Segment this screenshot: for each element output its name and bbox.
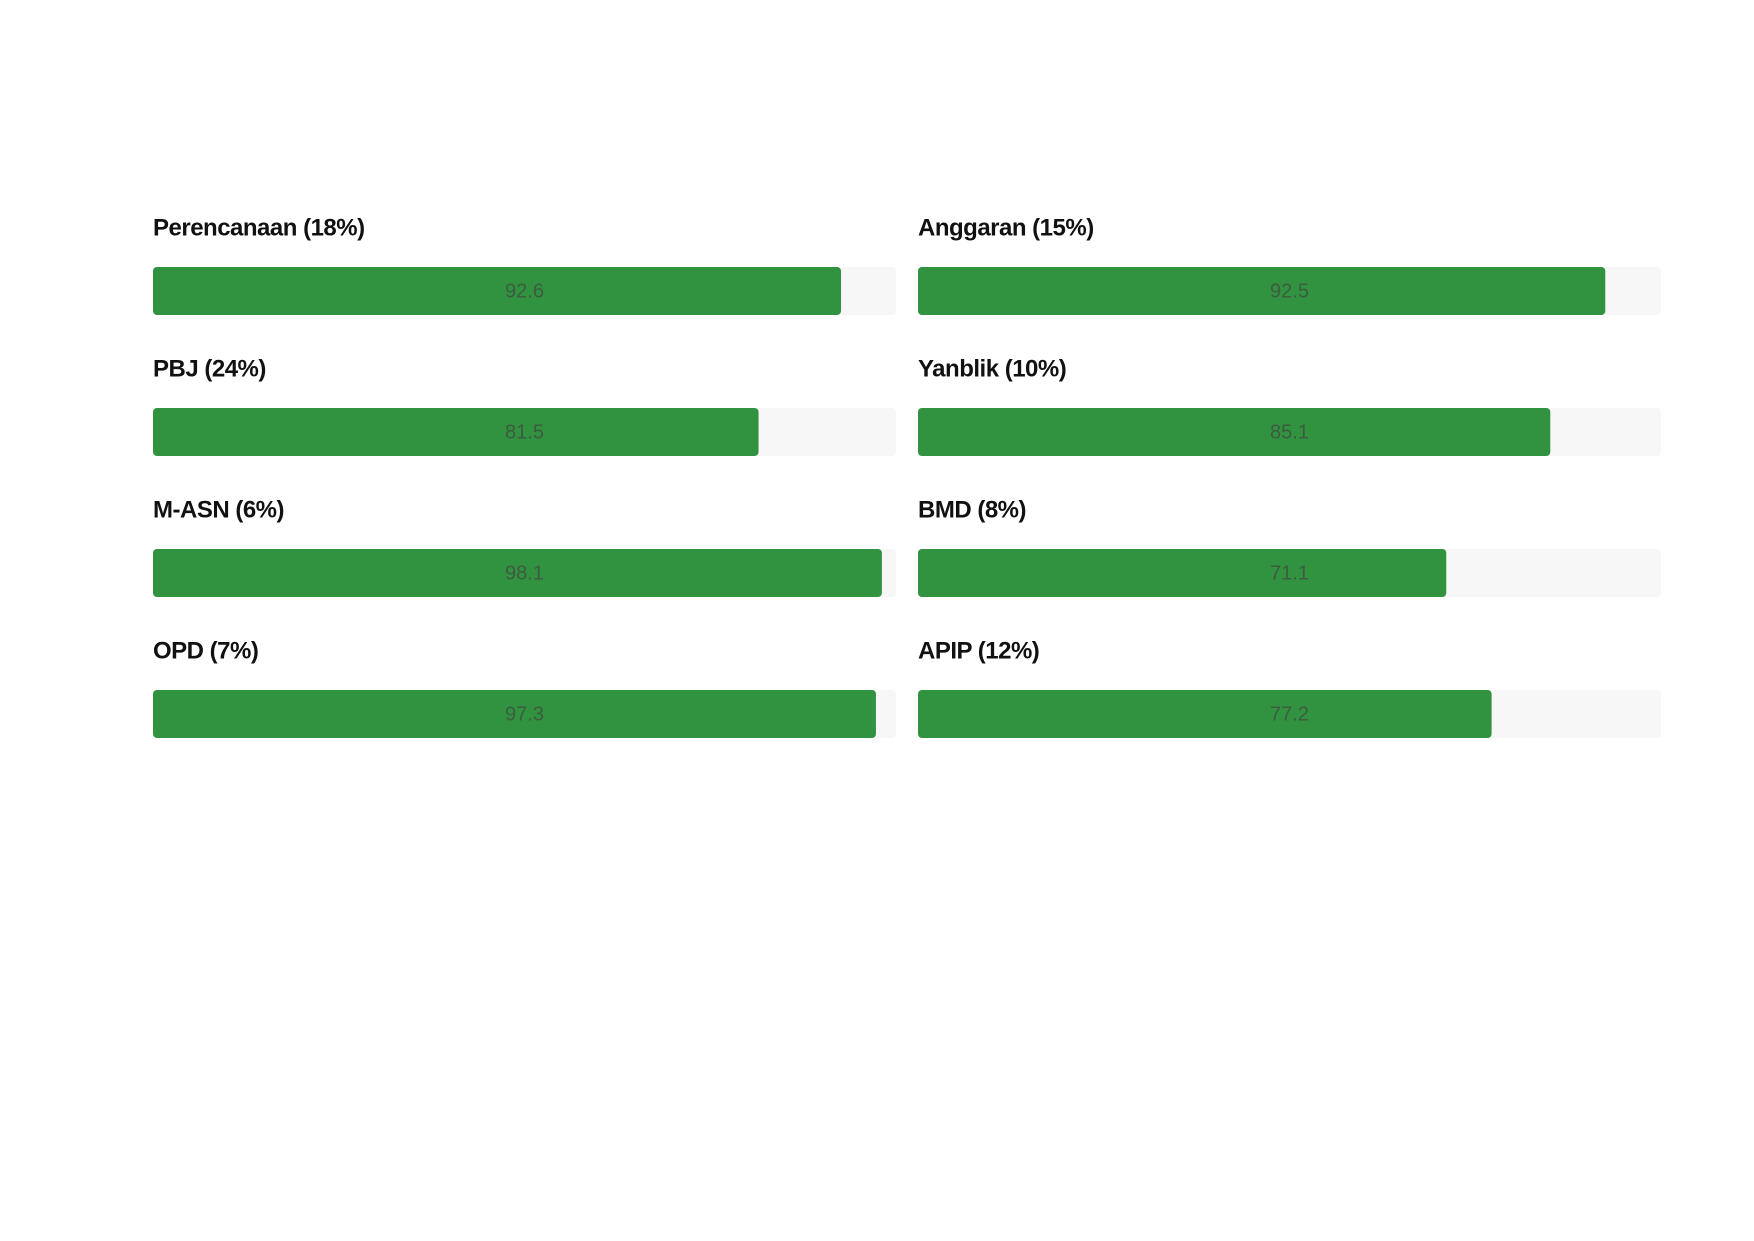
progress-label: PBJ (24%) [153, 355, 266, 382]
progress-label: Anggaran (15%) [918, 214, 1094, 241]
progress-bar [918, 408, 1551, 456]
progress-value: 92.5 [1270, 280, 1309, 302]
progress-bar [153, 549, 882, 597]
progress-bar [153, 408, 759, 456]
progress-label: Perencanaan (18%) [153, 214, 365, 241]
progress-value: 85.1 [1270, 421, 1309, 443]
progress-value: 92.6 [505, 280, 544, 302]
progress-bar [918, 267, 1606, 315]
progress-bar [153, 690, 876, 738]
progress-label: BMD (8%) [918, 496, 1026, 523]
progress-bar [918, 549, 1447, 597]
progress-label: OPD (7%) [153, 637, 258, 664]
progress-bar [153, 267, 842, 315]
progress-label: M-ASN (6%) [153, 496, 284, 523]
progress-label: APIP (12%) [918, 637, 1039, 664]
progress-label: Yanblik (10%) [918, 355, 1066, 382]
progress-value: 98.1 [505, 562, 544, 584]
progress-bar [918, 690, 1492, 738]
progress-value: 71.1 [1270, 562, 1309, 584]
progress-value: 81.5 [505, 421, 544, 443]
progress-value: 77.2 [1270, 703, 1309, 725]
progress-value: 97.3 [505, 703, 544, 725]
